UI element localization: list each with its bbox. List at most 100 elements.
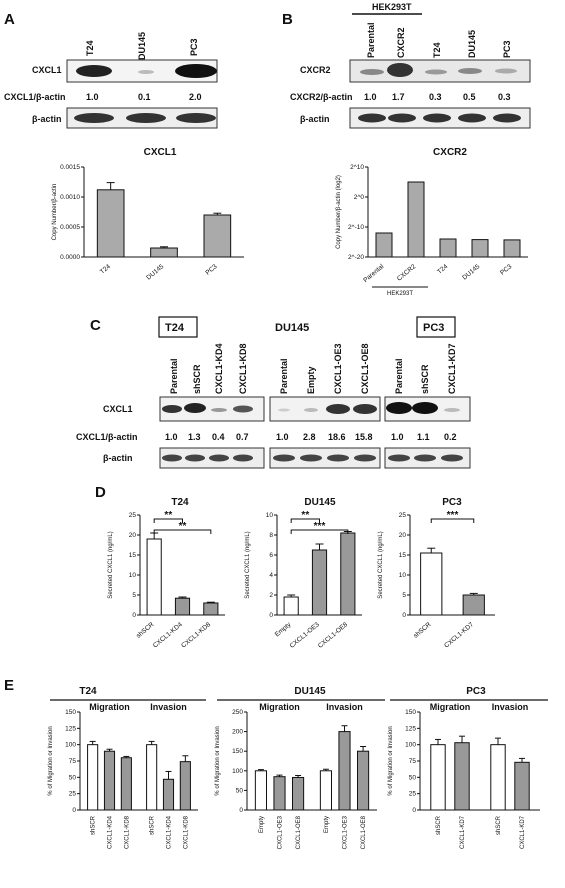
x-tick-label-E-T24-1-1: CXCL1-KD4 (167, 815, 173, 849)
c-band-pc3-0 (386, 402, 412, 414)
y-tick-label-E-PC3: 100 (405, 742, 416, 749)
c-lane-t24-2: CXCL1-KD4 (214, 343, 224, 394)
c-actin-band (300, 454, 322, 462)
y-tick-label-D-DU145: 6 (269, 552, 273, 559)
bar-E-DU145-1-2 (357, 750, 370, 811)
x-tick-label-D-T24-1: CXCL1-KD4 (152, 621, 184, 650)
c-lane-pc3-2: CXCL1-KD7 (447, 343, 457, 394)
c-band-du145-3 (353, 404, 377, 414)
actin-band-a-1 (126, 113, 166, 123)
x-tick-label-E-PC3-1-0: shSCR (496, 815, 502, 835)
blot-label-actin-b: β-actin (300, 114, 330, 124)
ratio-b-1: 1.7 (392, 92, 405, 102)
y-tick-label-E-T24: 50 (69, 774, 77, 781)
c-band-t24-2 (211, 408, 227, 412)
c-actin-band (209, 454, 229, 462)
c-lane-du145-2: CXCL1-OE3 (333, 343, 343, 394)
bar-E-DU145-1-1 (338, 731, 351, 811)
c-band-t24-3 (233, 405, 253, 413)
y-tick-label-D-T24: 25 (129, 512, 137, 519)
charts-layer: 0.0000 0.0005 0.0010 0.0015 CXCL1 Copy Number… (48, 147, 548, 849)
chart-title-E-PC3: PC3 (466, 686, 486, 697)
lane-label-cxcr2: CXCR2 (396, 27, 406, 58)
y-tick-label-D-DU145: 4 (269, 572, 273, 579)
y-axis-label-E-DU145: % of Migration or Invasion (215, 726, 221, 795)
bar-E-PC3-1-0 (490, 744, 506, 811)
panel-c-blot: T24 DU145 PC3 Parental shSCR CXCL1-KD4 C… (76, 316, 471, 469)
c-ratio-pc3-0: 1.0 (391, 432, 404, 442)
y-tick-label-D-T24: 15 (129, 552, 137, 559)
x-tick-label-B-bar-0: Parental (362, 263, 385, 284)
ratio-label-a: CXCL1/β-actin (4, 92, 66, 102)
bar-D-T24-1 (174, 597, 191, 616)
x-tick-label-E-T24-1-2: CXCL1-KD8 (183, 815, 189, 849)
y-tick-label-B-bar: 2^10 (350, 164, 364, 171)
y-tick-label-D-PC3: 25 (399, 512, 407, 519)
y-tick-label-D-PC3: 5 (402, 592, 406, 599)
sig-star-D-PC3-0: *** (447, 510, 459, 521)
bar-D-PC3-0 (420, 552, 443, 616)
sig-bracket-D-T24-1 (153, 529, 212, 534)
x-tick-label-D-PC3-1: CXCL1-KD7 (443, 621, 475, 650)
c-ratio-pc3-1: 1.1 (417, 432, 430, 442)
c-ratio-t24-1: 1.3 (188, 432, 201, 442)
actin-band-b-3 (458, 113, 486, 123)
bar-B-bar-3 (471, 239, 489, 258)
y-tick-label-E-T24: 125 (65, 725, 76, 732)
y-tick-label-D-PC3: 15 (399, 552, 407, 559)
c-band-du145-0 (278, 408, 290, 412)
x-tick-label-B-bar-4: PC3 (499, 263, 513, 277)
bar-E-T24-0-0 (87, 744, 99, 811)
y-tick-label-E-PC3: 25 (409, 791, 417, 798)
c-lane-t24-1: shSCR (192, 364, 202, 394)
bar-D-DU145-0 (283, 596, 299, 616)
y-tick-label-D-T24: 5 (132, 592, 136, 599)
y-tick-label-E-PC3: 150 (405, 709, 416, 716)
lane-label-pc3-b: PC3 (502, 40, 512, 58)
actin-band-b-0 (358, 113, 386, 123)
y-tick-label-D-T24: 10 (129, 572, 137, 579)
bar-D-PC3-1 (462, 594, 485, 616)
y-axis-label-E-T24: % of Migration or Invasion (48, 726, 54, 795)
y-axis-label-E-PC3: % of Migration or Invasion (388, 726, 394, 795)
x-tick-label-E-DU145-1-0: Empty (324, 816, 330, 833)
c-lane-pc3-1: shSCR (420, 364, 430, 394)
y-tick-label-E-T24: 100 (65, 742, 76, 749)
bar-E-DU145-1-0 (319, 770, 333, 811)
lane-label-pc3: PC3 (189, 38, 199, 56)
y-tick-label-D-PC3: 10 (399, 572, 407, 579)
chart-title-D-DU145: DU145 (304, 497, 336, 508)
y-tick-label-E-DU145: 100 (232, 768, 243, 775)
y-tick-label-D-PC3: 20 (399, 532, 407, 539)
panel-a-blot: T24 DU145 PC3 CXCL1 CXCL1/β-actin 1.0 0.… (4, 32, 218, 129)
panel-b-blot: HEK293T Parental CXCR2 T24 DU145 PC3 CXC… (290, 2, 531, 129)
y-tick-label-E-T24: 75 (69, 758, 77, 765)
y-tick-label-A-bar: 0.0000 (60, 254, 80, 261)
c-actin-band (441, 454, 463, 462)
ratio-a-1: 0.1 (138, 92, 151, 102)
panel-label-a: A (4, 11, 15, 28)
cxcr2-band-2 (425, 69, 447, 75)
c-ratio-du145-3: 15.8 (355, 432, 373, 442)
x-tick-label-D-DU145-1: CXCL1-OE3 (289, 621, 321, 650)
x-tick-label-D-T24-0: shSCR (135, 621, 156, 640)
chart-title-E-DU145: DU145 (294, 686, 326, 697)
cxcr2-band-1 (387, 63, 413, 77)
group-title-du145: DU145 (275, 322, 309, 334)
y-tick-label-E-DU145: 250 (232, 709, 243, 716)
c-actin-band (388, 454, 410, 462)
y-tick-label-E-T24: 150 (65, 709, 76, 716)
x-tick-label-A-bar-1: DU145 (145, 263, 165, 282)
bar-A-bar-0 (96, 189, 125, 258)
bar-B-bar-2 (439, 238, 457, 258)
bar-B-bar-0 (375, 232, 393, 258)
c-ratio-du145-1: 2.8 (303, 432, 316, 442)
blot-label-cxcl1: CXCL1 (32, 65, 62, 75)
chart-title-D-PC3: PC3 (442, 497, 462, 508)
y-axis-label-D-T24: Secreted CXCL1 (ng/mL) (108, 531, 114, 598)
lane-label-t24-b: T24 (432, 42, 442, 58)
y-tick-label-D-DU145: 0 (269, 612, 273, 619)
x-tick-label-D-T24-2: CXCL1-KD8 (180, 621, 212, 650)
x-tick-label-A-bar-2: PC3 (204, 263, 218, 277)
